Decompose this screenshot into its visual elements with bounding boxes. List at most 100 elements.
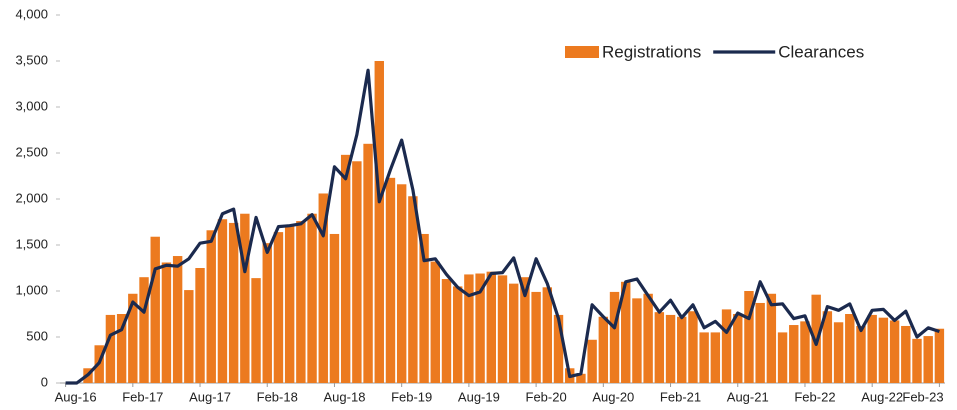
bar [710,332,721,383]
bar [318,193,328,383]
bar [822,311,833,383]
x-tick-label: Aug-16 [55,389,97,404]
bar [755,302,765,383]
bar [654,312,665,383]
bar [520,277,530,383]
bar [374,61,384,383]
x-tick-label: Feb-22 [794,389,835,404]
bar [206,230,216,383]
bar [307,213,317,383]
x-tick-label: Aug-19 [458,389,500,404]
bar [677,316,687,383]
bar [262,243,272,383]
bar [497,275,508,383]
bar [688,311,698,383]
bar [833,322,844,383]
y-tick-label: 3,000 [15,98,48,113]
bar [240,213,250,383]
bar [116,314,127,383]
bar [878,317,889,383]
bar [609,291,620,383]
line [65,68,940,385]
bar [542,287,553,383]
bar [912,338,922,383]
y-tick-label: 0 [41,374,48,389]
bar [800,321,810,383]
bar [385,177,396,383]
bar [587,339,597,383]
x-tick-label: Feb-17 [122,389,163,404]
bar [699,332,709,383]
bar [363,143,373,383]
bar [845,314,855,383]
bar [217,219,228,383]
x-tick-label: Feb-18 [257,389,298,404]
legend-label: Clearances [778,42,864,61]
bar [396,184,407,383]
bar [475,273,485,383]
bar [934,328,945,383]
bar [665,314,676,383]
bar [172,256,183,383]
bar [789,325,799,383]
bar [352,161,362,383]
x-tick-label: Aug-17 [189,389,231,404]
bar [430,261,440,383]
y-tick-label: 1,000 [15,282,48,297]
bar [296,221,306,383]
bar [139,277,149,383]
y-tick-label: 3,500 [15,52,48,67]
y-tick-label: 2,000 [15,190,48,205]
bar [452,286,463,383]
bar [195,268,205,383]
bar [531,291,541,383]
bar [744,291,754,383]
bar [184,290,194,383]
x-tick-label: Feb-20 [526,389,567,404]
legend-swatch [565,46,599,58]
y-tick-label: 500 [26,328,48,343]
bar [329,233,340,383]
x-tick-label: Aug-20 [592,389,634,404]
bar [408,196,418,383]
legend-label: Registrations [602,42,701,61]
bar [150,236,160,383]
bar [867,314,877,383]
bar [273,232,284,383]
bar [643,293,653,383]
bar [777,332,788,383]
bar [228,222,239,383]
bar [284,225,295,383]
bar [598,316,609,383]
bar [105,314,116,383]
x-tick-label: Aug-18 [324,389,366,404]
bar [128,293,138,383]
bar [733,314,743,383]
bar [923,336,933,383]
bar [419,233,429,383]
bar [766,293,777,383]
bar [508,283,519,383]
bar [251,278,261,383]
y-tick-label: 1,500 [15,236,48,251]
bar [340,154,351,383]
bar [161,262,172,383]
bar [889,320,900,383]
x-tick-label: Aug-22 [861,389,903,404]
x-tick-label: Aug-21 [727,389,769,404]
x-tick-label: Feb-21 [660,389,701,404]
bar [576,373,586,383]
bar [856,325,866,383]
bar [553,314,564,383]
y-tick-label: 2,500 [15,144,48,159]
bar [441,279,452,383]
bar [621,281,631,383]
y-tick-label: 4,000 [15,6,48,21]
x-tick-label: Feb-19 [391,389,432,404]
x-tick-label: Feb-23 [902,389,943,404]
bar [486,271,497,383]
bar [901,325,911,383]
bar [632,298,642,383]
bar [464,274,474,383]
bar [721,309,732,383]
